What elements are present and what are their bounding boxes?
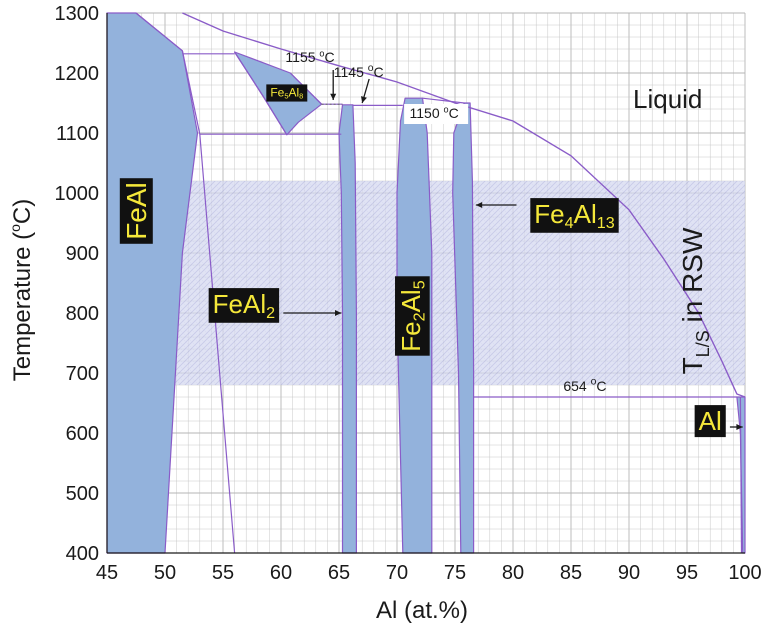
- phase-label-fe5al8: Fe5Al8: [266, 84, 308, 102]
- annotation-t654: 654 oC: [563, 377, 606, 394]
- rsw-label: TL/S in RSW: [677, 227, 713, 374]
- x-tick-label: 55: [212, 562, 234, 584]
- y-tick-label: 500: [66, 483, 99, 505]
- phase-label-feal: FeAl: [119, 178, 153, 244]
- liquidus-line: [182, 12, 746, 398]
- y-tick-label: 1300: [55, 3, 100, 25]
- phase-label-fe2al5: Fe2Al5: [395, 276, 430, 356]
- liquid-label: Liquid: [633, 84, 702, 114]
- phase-label-text: FeAl2: [213, 289, 275, 322]
- phase-label-feal2: FeAl2: [208, 288, 280, 323]
- x-axis-title: Al (at.%): [376, 597, 468, 624]
- isotherm-1150: [422, 97, 465, 104]
- x-tick-label: 75: [444, 562, 466, 584]
- phase-label-bg: [694, 405, 726, 438]
- x-tick-label: 80: [502, 562, 524, 584]
- y-tick-label: 800: [66, 303, 99, 325]
- y-tick-label: 1000: [55, 183, 100, 205]
- annotation-t1145: 1145 oC: [334, 63, 384, 80]
- x-tick-label: 90: [618, 562, 640, 584]
- y-axis-title: Temperature (oC): [7, 199, 36, 382]
- al-solvus: [739, 396, 743, 554]
- feal-upper-boundary: [135, 12, 183, 52]
- phase-label-text: Fe2Al5: [396, 280, 429, 351]
- annotation-t1155: 1155 oC: [285, 49, 334, 66]
- annotation-t1150: 1150 oC: [410, 104, 459, 121]
- x-tick-label: 45: [96, 562, 118, 584]
- y-tick-label: 600: [66, 423, 99, 445]
- y-tick-label: 1100: [56, 123, 99, 145]
- y-tick-label: 900: [66, 243, 99, 265]
- y-tick-label: 700: [66, 363, 99, 385]
- x-tick-label: 65: [328, 562, 350, 584]
- x-tick-label: 50: [154, 562, 176, 584]
- phase-label-bg: [266, 84, 308, 102]
- arrow-al-head: [736, 424, 743, 430]
- phase-label-text: FeAl: [121, 182, 152, 240]
- x-tick-label: 85: [560, 562, 582, 584]
- arrow-1155-head: [330, 93, 337, 100]
- y-tick-label: 1200: [55, 63, 100, 85]
- arrow-feal2-head: [335, 310, 342, 316]
- phase-label-bg: [119, 178, 153, 244]
- annotation-1150-bg: [404, 104, 469, 124]
- x-tick-label: 60: [270, 562, 292, 584]
- phase-label-text: Al: [699, 406, 722, 436]
- phase-boundaries: [135, 12, 746, 554]
- phase-label-text: Fe4Al13: [534, 199, 614, 232]
- axes: 45 50 55 60 65 70 75 80 85 90 95 100 400 500 600 700 800…: [55, 3, 762, 584]
- arrow-1145-head: [361, 96, 367, 103]
- phase-label-bg: [530, 198, 619, 233]
- arrow-fe4al13-head: [475, 202, 483, 208]
- phase-label-fe4al13: Fe4Al13: [530, 198, 619, 233]
- x-tick-label: 95: [676, 562, 698, 584]
- fe5al8-left: [234, 51, 288, 136]
- phase-label-bg: [395, 276, 430, 356]
- x-tick-label: 70: [386, 562, 408, 584]
- labels: FeAl Fe5Al8 FeAl2 Fe2Al5 Fe4Al13 Al 1155 oC114…: [119, 49, 743, 438]
- phase-label-text: Fe5Al8: [270, 85, 303, 100]
- x-tick-label: 100: [728, 562, 761, 584]
- phase-label-bg: [208, 288, 280, 323]
- y-tick-label: 400: [66, 543, 99, 565]
- phase-label-al: Al: [694, 405, 726, 438]
